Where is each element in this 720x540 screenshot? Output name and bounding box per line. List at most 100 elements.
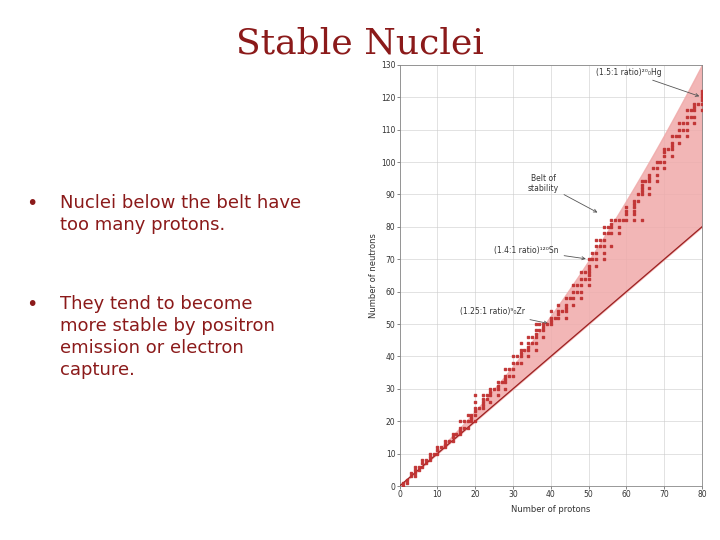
Point bbox=[628, 200, 640, 208]
Point bbox=[462, 410, 474, 419]
Point bbox=[583, 271, 595, 280]
Point bbox=[594, 235, 606, 244]
Point bbox=[659, 148, 670, 157]
Point bbox=[534, 320, 545, 328]
Point bbox=[696, 106, 708, 114]
Point bbox=[477, 404, 489, 413]
Point bbox=[575, 274, 587, 283]
Point bbox=[644, 184, 655, 192]
Point bbox=[530, 333, 541, 341]
Point bbox=[454, 417, 466, 426]
Point bbox=[402, 478, 413, 487]
Point bbox=[594, 242, 606, 251]
Point bbox=[575, 268, 587, 276]
Point bbox=[405, 472, 417, 481]
Point bbox=[636, 177, 647, 186]
Point bbox=[651, 177, 662, 186]
Point bbox=[530, 326, 541, 335]
Point bbox=[534, 326, 545, 335]
Point bbox=[590, 235, 602, 244]
Point bbox=[575, 287, 587, 296]
Point bbox=[606, 222, 617, 231]
Point bbox=[439, 436, 451, 445]
Point bbox=[636, 190, 647, 199]
Point bbox=[485, 388, 496, 396]
Point bbox=[477, 391, 489, 400]
Point bbox=[632, 197, 644, 205]
Point bbox=[681, 119, 693, 127]
Point bbox=[466, 410, 477, 419]
Point bbox=[397, 478, 409, 487]
Point bbox=[488, 384, 500, 393]
Point bbox=[553, 310, 564, 319]
Point bbox=[420, 456, 432, 464]
Point bbox=[530, 320, 541, 328]
Point bbox=[458, 423, 469, 432]
Point bbox=[689, 112, 701, 121]
Point bbox=[477, 394, 489, 403]
Point bbox=[413, 462, 424, 471]
Point bbox=[636, 187, 647, 195]
Point bbox=[405, 469, 417, 477]
Point bbox=[446, 433, 459, 442]
Point bbox=[537, 333, 549, 341]
Point bbox=[549, 313, 560, 322]
Point bbox=[674, 119, 685, 127]
Text: Belt of
stability: Belt of stability bbox=[528, 174, 597, 212]
Point bbox=[598, 248, 609, 257]
Point bbox=[511, 352, 523, 361]
Point bbox=[518, 346, 530, 354]
Point bbox=[481, 394, 492, 403]
Point bbox=[530, 339, 541, 348]
Point bbox=[523, 333, 534, 341]
Point bbox=[500, 378, 511, 387]
Point bbox=[402, 475, 413, 484]
Point bbox=[621, 203, 632, 212]
Text: (1.4:1 ratio)¹²⁰Sn: (1.4:1 ratio)¹²⁰Sn bbox=[494, 246, 585, 260]
Point bbox=[606, 219, 617, 228]
Point bbox=[473, 404, 485, 413]
Point bbox=[537, 323, 549, 332]
Point bbox=[469, 391, 481, 400]
Point bbox=[602, 229, 613, 238]
Point bbox=[651, 158, 662, 166]
Point bbox=[436, 443, 447, 451]
Point bbox=[560, 307, 572, 315]
Point bbox=[689, 103, 701, 111]
Point bbox=[666, 132, 678, 140]
Point bbox=[606, 242, 617, 251]
Point bbox=[621, 210, 632, 218]
Point bbox=[647, 164, 659, 173]
Point bbox=[583, 274, 595, 283]
Point bbox=[458, 417, 469, 426]
Point bbox=[485, 397, 496, 406]
Point bbox=[454, 430, 466, 438]
Point bbox=[696, 86, 708, 95]
Point bbox=[503, 365, 515, 374]
Point bbox=[496, 378, 508, 387]
Point bbox=[583, 268, 595, 276]
Point bbox=[613, 216, 625, 225]
Point bbox=[409, 469, 420, 477]
Point bbox=[424, 456, 436, 464]
Text: (1.5:1 ratio)²⁰₀Hg: (1.5:1 ratio)²⁰₀Hg bbox=[596, 68, 698, 97]
Point bbox=[462, 417, 474, 426]
Point bbox=[469, 404, 481, 413]
Point bbox=[572, 281, 583, 289]
Point bbox=[632, 190, 644, 199]
Point bbox=[674, 138, 685, 147]
Point bbox=[500, 375, 511, 383]
Point bbox=[560, 300, 572, 309]
Point bbox=[590, 261, 602, 270]
Point bbox=[609, 216, 621, 225]
Point bbox=[416, 462, 428, 471]
Point bbox=[432, 446, 444, 455]
Point bbox=[557, 307, 568, 315]
Point bbox=[670, 132, 681, 140]
Text: Nuclei below the belt have
too many protons.: Nuclei below the belt have too many prot… bbox=[60, 193, 301, 234]
Point bbox=[689, 106, 701, 114]
Point bbox=[639, 177, 651, 186]
Point bbox=[511, 359, 523, 367]
Text: Stable Nuclei: Stable Nuclei bbox=[236, 27, 484, 61]
Point bbox=[636, 180, 647, 189]
